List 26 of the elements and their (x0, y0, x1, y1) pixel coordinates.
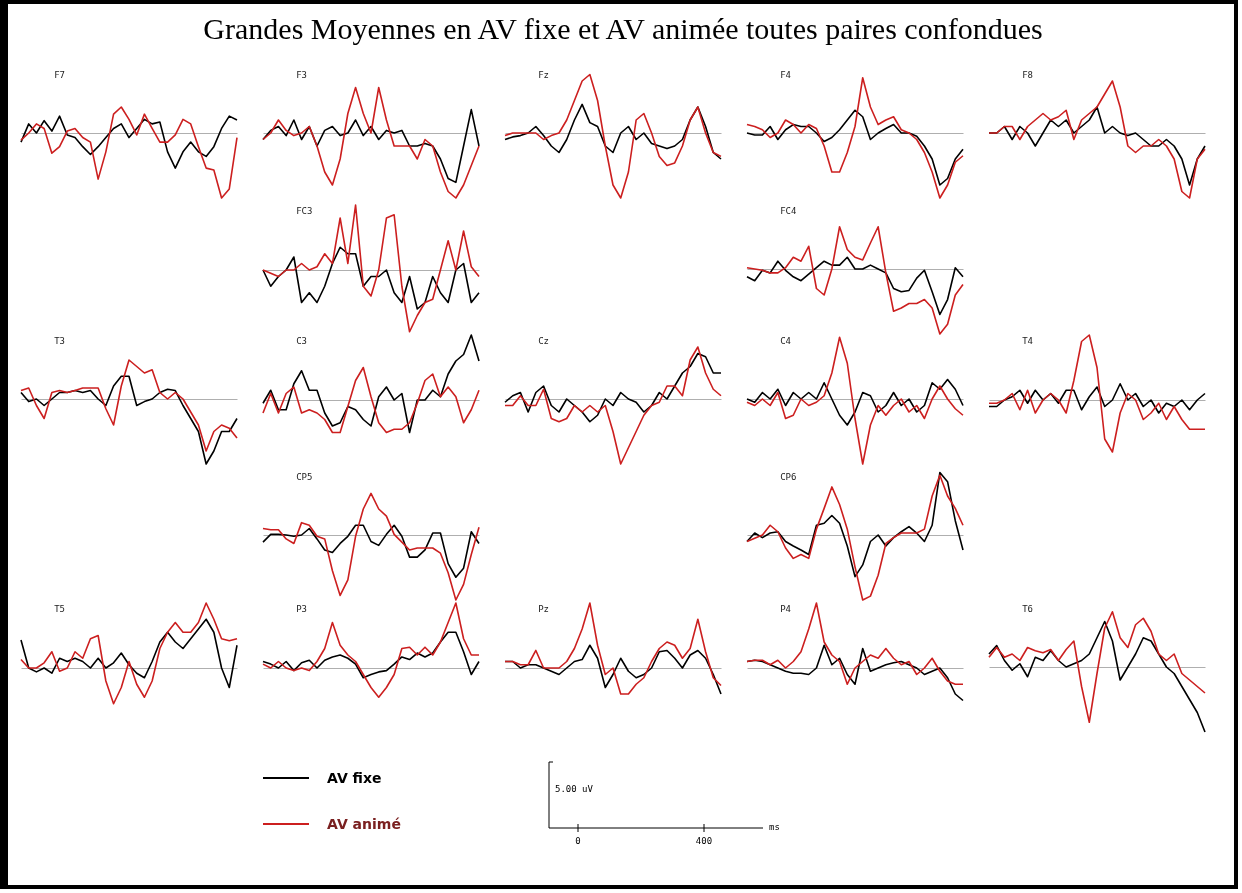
chart-title: C3 (296, 336, 308, 347)
text: 5.00 uV (555, 784, 593, 794)
chart-title: T6 (1022, 604, 1034, 614)
chart-title: T5 (54, 604, 66, 615)
chart-title: P4 (780, 604, 792, 615)
chart-title: F4 (780, 70, 792, 80)
chart-title: T4 (1022, 336, 1034, 347)
chart-title: FC3 (296, 206, 313, 217)
chart-title: Fz (538, 70, 550, 80)
legend-label: AV fixe (327, 770, 382, 786)
text: ms (769, 822, 780, 832)
text: 0 (575, 836, 581, 846)
chart-title: F3 (296, 70, 308, 80)
chart-title: P3 (296, 604, 308, 615)
chart-title: Cz (538, 336, 550, 346)
text: 400 (695, 836, 713, 846)
chart-title: FC4 (780, 206, 797, 216)
text: Grandes Moyennes en AV fixe et AV animée toutes paires confondues (202, 12, 1044, 46)
chart-title: T3 (54, 336, 66, 346)
chart-title: F7 (54, 70, 66, 80)
chart-title: C4 (780, 336, 792, 346)
chart-title: CP6 (780, 472, 797, 482)
legend-label: AV animé (327, 816, 401, 832)
chart-title: CP5 (296, 472, 313, 482)
chart-title: Pz (538, 604, 550, 615)
chart-title: F8 (1022, 70, 1034, 80)
